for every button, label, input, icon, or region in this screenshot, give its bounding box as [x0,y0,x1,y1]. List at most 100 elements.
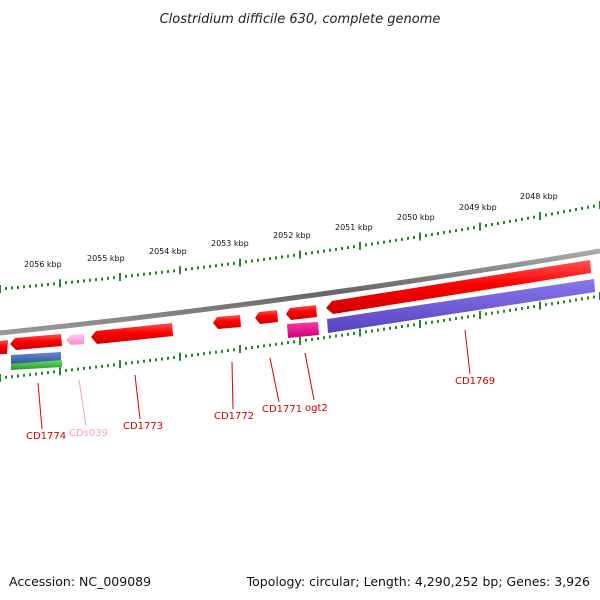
inner-tick [509,308,511,312]
outer-tick [557,211,559,215]
feature-band-purple[interactable] [327,279,595,333]
gene-label-cd1773[interactable]: CD1773 [123,421,163,432]
outer-tick [407,236,409,240]
inner-tick [257,345,259,349]
scale-labels: 2056 kbp 2055 kbp 2054 kbp 2053 kbp 2052… [24,192,558,269]
inner-tick [485,312,487,316]
inner-tick [53,370,55,374]
outer-tick [467,227,469,231]
gene-arrow-cd1771[interactable] [255,310,278,324]
leader-lines [37,329,471,430]
outer-tick [485,224,487,228]
inner-tick [0,374,1,382]
outer-tick [521,217,523,221]
outer-tick [215,264,217,268]
inner-tick [233,348,235,352]
gene-arrow-cd1769[interactable] [326,260,591,314]
outer-tick [539,212,541,221]
gene-arrow-cds039[interactable] [66,334,84,345]
inner-tick [389,326,391,330]
inner-tick [425,321,427,325]
outer-tick [533,215,535,219]
outer-tick [317,250,319,254]
inner-tick [239,345,241,353]
outer-tick [413,236,415,239]
gene-label-cd1772[interactable]: CD1772 [214,411,254,422]
outer-tick [527,216,529,220]
outer-tick [131,274,133,278]
inner-tick [497,310,499,314]
feature-band-blue[interactable] [11,352,61,364]
topology-summary: Topology: circular; Length: 4,290,252 bp… [246,574,590,589]
inner-tick [431,320,433,324]
genome-backbone [0,248,600,336]
outer-tick [563,210,565,214]
gene-label-ogt2[interactable]: ogt2 [305,403,328,414]
outer-tick [401,237,403,241]
outer-tick [587,205,589,209]
outer-tick [47,283,49,286]
inner-tick [65,369,67,372]
inner-tick [287,341,289,345]
inner-tick [149,359,151,362]
inner-tick [533,305,535,309]
inner-tick [551,302,553,306]
outer-tick [593,204,595,208]
outer-tick [293,253,295,257]
inner-tick [515,307,517,311]
inner-tick [251,346,253,349]
outer-tick [53,282,55,286]
inner-tick [113,363,115,367]
outer-tick [515,218,517,222]
outer-tick [119,273,121,281]
outer-tick [299,250,301,259]
gene-arrow-cd1772[interactable] [213,315,241,329]
outer-tick [173,269,175,273]
inner-tick [329,335,331,339]
outer-tick [113,276,115,280]
inner-tick [179,352,181,361]
scale-label-2050: 2050 kbp [397,213,435,222]
gene-arrow-cd1774[interactable] [0,340,8,354]
outer-tick [167,270,169,273]
inner-tick [59,367,61,376]
inner-tick [245,346,247,350]
inner-tick [227,349,229,353]
gene-label-cd1771[interactable]: CD1771 [262,404,302,415]
gene-arrow-ogt2[interactable] [286,305,317,320]
gene-label-cds039[interactable]: CDs039 [69,428,108,439]
outer-tick [95,278,97,282]
outer-tick [425,234,427,237]
outer-tick [263,257,265,261]
outer-tick [17,285,19,289]
inner-tick [17,374,19,378]
outer-tick [365,243,367,247]
inner-tick [449,318,451,321]
outer-tick [437,232,439,236]
feature-band-magenta[interactable] [287,322,319,338]
inner-tick [173,356,175,359]
outer-tick [389,239,391,243]
inner-tick [305,338,307,342]
inner-tick [347,332,349,336]
outer-tick [509,219,511,223]
leader-cds039 [78,379,87,427]
gene-arrow-cd1774-main[interactable] [10,334,62,350]
inner-tick [575,298,577,302]
outer-tick [137,273,139,277]
outer-tick [185,267,187,271]
gene-arrow-cd1773[interactable] [91,323,173,344]
inner-tick [335,334,337,338]
inner-tick [557,301,559,305]
gene-label-cd1769[interactable]: CD1769 [455,376,495,387]
outer-tick [83,279,85,283]
leader-cd1772 [231,361,234,410]
inner-tick [167,356,169,360]
outer-tick [275,256,277,260]
inner-tick [365,330,367,334]
feature-band-green[interactable] [11,360,62,370]
outer-tick [545,213,547,217]
outer-tick [155,271,157,275]
scale-label-2048: 2048 kbp [520,192,558,201]
gene-label-cd1774[interactable]: CD1774 [26,431,66,442]
